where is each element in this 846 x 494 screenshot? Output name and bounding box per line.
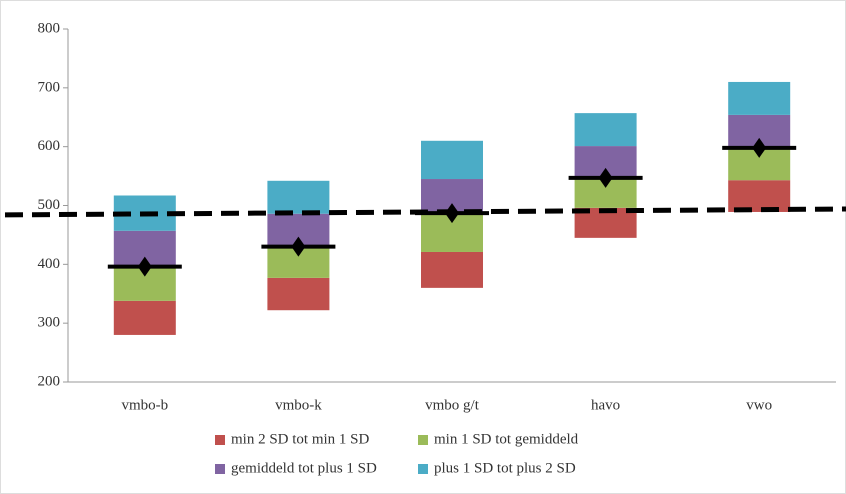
bar-segment bbox=[728, 180, 791, 212]
mean-marker bbox=[137, 256, 152, 277]
y-tick-label: 600 bbox=[38, 138, 61, 154]
y-tick-label: 400 bbox=[38, 256, 61, 272]
x-tick-label: vmbo-b bbox=[121, 397, 168, 413]
bar-segment bbox=[113, 300, 176, 335]
legend-label: plus 1 SD tot plus 2 SD bbox=[434, 460, 576, 476]
x-tick-label: havo bbox=[591, 397, 620, 413]
x-tick-label: vmbo-k bbox=[275, 397, 322, 413]
y-tick-label: 800 bbox=[38, 20, 61, 36]
y-tick-label: 300 bbox=[38, 315, 61, 331]
bar-segment bbox=[421, 251, 483, 288]
mean-marker bbox=[752, 137, 767, 158]
legend-swatch bbox=[215, 435, 225, 445]
y-tick-label: 200 bbox=[38, 373, 61, 389]
x-tick-label: vwo bbox=[746, 397, 772, 413]
bar-segment bbox=[728, 81, 791, 115]
bar-segment bbox=[267, 277, 330, 311]
legend-swatch bbox=[215, 464, 225, 474]
bar-segment bbox=[574, 113, 637, 147]
mean-marker bbox=[291, 236, 306, 257]
mean-marker bbox=[598, 167, 613, 188]
legend-label: min 1 SD tot gemiddeld bbox=[434, 431, 579, 447]
bar-segment bbox=[421, 140, 483, 180]
legend-swatch bbox=[418, 435, 428, 445]
legend-label: gemiddeld tot plus 1 SD bbox=[231, 460, 377, 476]
legend-label: min 2 SD tot min 1 SD bbox=[231, 431, 370, 447]
x-tick-label: vmbo g/t bbox=[425, 397, 480, 413]
y-tick-label: 500 bbox=[38, 197, 61, 213]
legend-swatch bbox=[418, 464, 428, 474]
bar-segment bbox=[267, 180, 330, 214]
reference-line bbox=[4, 206, 846, 218]
y-tick-label: 700 bbox=[38, 79, 61, 95]
